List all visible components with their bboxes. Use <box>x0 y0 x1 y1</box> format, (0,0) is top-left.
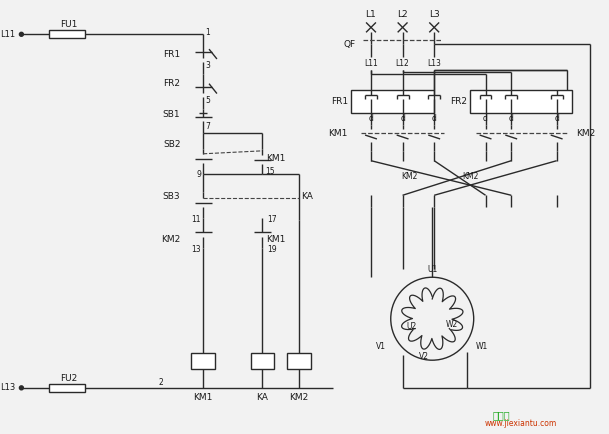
Text: 13: 13 <box>191 245 201 254</box>
Text: FR2: FR2 <box>163 79 180 88</box>
Text: www.jiexiantu.com: www.jiexiantu.com <box>485 419 557 428</box>
Text: 精绘图: 精绘图 <box>493 411 510 421</box>
Text: KM2: KM2 <box>289 393 309 402</box>
Text: W2: W2 <box>446 320 459 329</box>
Text: U2: U2 <box>406 322 417 331</box>
Text: V2: V2 <box>420 352 429 361</box>
Text: KM1: KM1 <box>194 393 213 402</box>
Circle shape <box>19 32 23 36</box>
Text: FU2: FU2 <box>60 375 77 384</box>
Text: QF: QF <box>343 39 355 49</box>
Text: KA: KA <box>256 393 269 402</box>
Text: U1: U1 <box>427 265 437 274</box>
Text: d: d <box>554 114 559 123</box>
Text: KM2: KM2 <box>462 172 478 181</box>
Text: L3: L3 <box>429 10 440 19</box>
Text: KM1: KM1 <box>328 128 347 138</box>
Text: d: d <box>368 114 373 123</box>
Text: FR1: FR1 <box>163 49 180 59</box>
Text: 11: 11 <box>192 215 201 224</box>
Text: W1: W1 <box>476 342 488 351</box>
Text: 19: 19 <box>267 245 277 254</box>
Text: 9: 9 <box>196 170 201 179</box>
Text: L2: L2 <box>397 10 408 19</box>
Text: L11: L11 <box>1 30 15 39</box>
Text: KM2: KM2 <box>161 235 180 244</box>
Text: d: d <box>400 114 405 123</box>
Bar <box>470 89 572 113</box>
Bar <box>49 384 85 392</box>
Bar <box>250 353 274 369</box>
Bar <box>351 89 434 113</box>
Text: KM2: KM2 <box>576 128 596 138</box>
Text: 5: 5 <box>205 96 210 105</box>
Text: KM1: KM1 <box>266 235 286 244</box>
Text: SB1: SB1 <box>163 110 180 119</box>
Text: d: d <box>509 114 513 123</box>
Text: FR1: FR1 <box>331 97 348 106</box>
Text: L12: L12 <box>396 59 409 69</box>
Bar <box>287 353 311 369</box>
Text: FU1: FU1 <box>60 20 77 29</box>
Text: 1: 1 <box>205 28 210 37</box>
Text: FR2: FR2 <box>450 97 466 106</box>
Circle shape <box>19 386 23 390</box>
Bar <box>49 30 85 38</box>
Text: d: d <box>432 114 437 123</box>
Text: 3: 3 <box>205 61 210 70</box>
Text: KM1: KM1 <box>266 154 286 163</box>
Text: 7: 7 <box>205 122 210 131</box>
Text: SB3: SB3 <box>163 192 180 201</box>
Text: 2: 2 <box>158 378 163 388</box>
Text: L11: L11 <box>364 59 378 69</box>
Text: L13: L13 <box>0 383 15 392</box>
Text: d: d <box>483 114 488 123</box>
Text: 15: 15 <box>266 167 275 176</box>
Text: 17: 17 <box>267 215 277 224</box>
Text: KM2: KM2 <box>401 172 417 181</box>
Bar <box>191 353 215 369</box>
Text: SB2: SB2 <box>163 141 180 149</box>
Text: KA: KA <box>301 192 313 201</box>
Text: L13: L13 <box>428 59 441 69</box>
Text: L1: L1 <box>365 10 376 19</box>
Text: V1: V1 <box>376 342 386 351</box>
